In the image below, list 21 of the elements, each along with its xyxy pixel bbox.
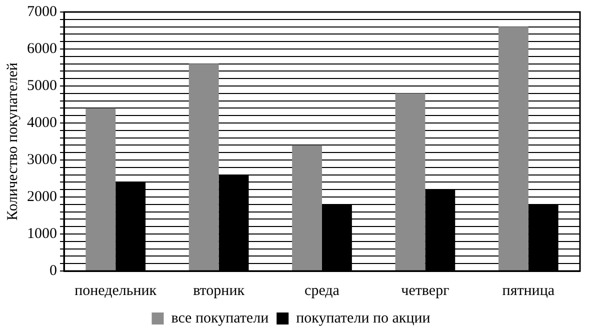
- x-tick-label: четверг: [401, 282, 450, 299]
- bar: [498, 26, 528, 270]
- x-tick-label: пятница: [502, 282, 555, 299]
- x-tick-label: среда: [304, 282, 340, 299]
- bar: [292, 145, 322, 270]
- bar: [188, 64, 219, 270]
- y-tick-label: 6000: [27, 40, 57, 57]
- y-tick-label: 2000: [27, 188, 57, 205]
- bar: [86, 108, 116, 270]
- y-tick-label: 5000: [27, 78, 57, 94]
- y-tick-label: 4000: [27, 114, 57, 131]
- y-axis-title: Количество покупателей: [4, 62, 21, 220]
- y-tick-label: 1000: [27, 226, 57, 242]
- y-tick-label: 7000: [27, 4, 57, 20]
- bar: [395, 93, 426, 270]
- y-tick-label: 3000: [27, 152, 57, 168]
- legend-label: все покупатели: [171, 310, 269, 326]
- legend-label: покупатели по акции: [296, 310, 430, 326]
- x-tick-label: понедельник: [74, 282, 158, 299]
- y-tick-label: 0: [50, 262, 57, 279]
- x-tick-label: вторник: [193, 282, 246, 299]
